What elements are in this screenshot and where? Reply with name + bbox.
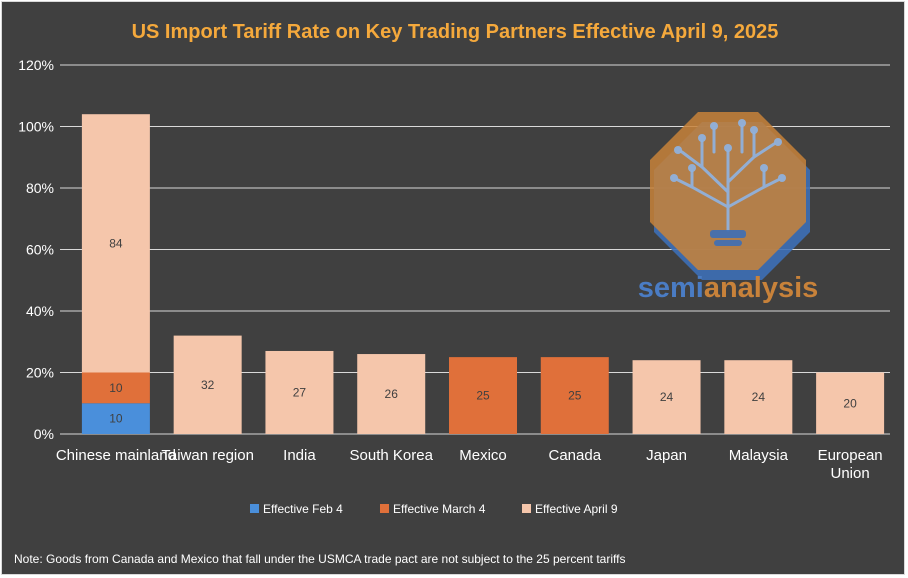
watermark-text-semi: semi — [638, 272, 704, 304]
y-axis-ticks: 0% 20% 40% 60% 80% 100% 120% — [18, 57, 54, 442]
x-tick-label: India — [283, 447, 316, 464]
y-tick-label: 40% — [26, 303, 54, 319]
bar-segment — [81, 403, 150, 434]
y-tick-label: 20% — [26, 365, 54, 381]
bar-segment — [81, 372, 150, 404]
bar-segment — [540, 357, 609, 434]
y-tick-label: 60% — [26, 242, 54, 258]
data-label: 10 — [109, 381, 123, 395]
legend: Effective Feb 4 Effective March 4 Effectiv… — [250, 502, 618, 516]
footnote: Note: Goods from Canada and Mexico that … — [14, 552, 625, 566]
data-label: 25 — [568, 389, 582, 403]
x-tick-label: Union — [831, 465, 870, 482]
x-tick-label: Japan — [646, 447, 687, 464]
circuit-tree-lightbulb-icon — [650, 112, 810, 280]
x-tick-label: Taiwan region — [161, 447, 254, 464]
bars — [81, 114, 885, 434]
x-tick-label: Canada — [549, 447, 602, 464]
y-tick-label: 80% — [26, 180, 54, 196]
data-label: 24 — [660, 390, 674, 404]
legend-swatch — [250, 504, 259, 513]
watermark-text: semianalysis — [638, 272, 819, 304]
data-label: 32 — [201, 378, 215, 392]
data-label: 84 — [109, 236, 123, 250]
legend-swatch — [522, 504, 531, 513]
x-tick-label: Malaysia — [729, 447, 789, 464]
bar-segment — [724, 360, 793, 434]
legend-item: Effective April 9 — [522, 502, 618, 516]
y-tick-label: 120% — [18, 57, 54, 73]
bar-segment — [265, 350, 334, 434]
bar-segment — [173, 335, 242, 434]
chart-title: US Import Tariff Rate on Key Trading Par… — [132, 21, 779, 43]
data-label: 10 — [109, 412, 123, 426]
bar-segment — [632, 360, 701, 434]
x-tick-label: European — [818, 447, 883, 464]
bar-segment — [81, 114, 150, 373]
watermark: semianalysis — [638, 112, 819, 304]
y-tick-label: 0% — [34, 426, 54, 442]
bar-segment — [449, 357, 517, 434]
legend-item: Effective March 4 — [380, 502, 486, 516]
bar-segment — [357, 354, 426, 434]
watermark-text-analysis: analysis — [704, 272, 818, 304]
data-label: 20 — [843, 396, 857, 410]
data-labels: 10 10 84 32 27 26 25 25 24 24 20 — [109, 236, 857, 425]
legend-label: Effective April 9 — [535, 502, 618, 516]
legend-swatch — [380, 504, 389, 513]
y-tick-label: 100% — [18, 119, 54, 135]
x-tick-label: South Korea — [350, 447, 434, 464]
data-label: 25 — [476, 389, 490, 403]
x-tick-label: Chinese mainland — [56, 447, 176, 464]
legend-label: Effective March 4 — [393, 502, 486, 516]
bar-segment — [816, 372, 885, 434]
legend-label: Effective Feb 4 — [263, 502, 343, 516]
data-label: 24 — [752, 390, 766, 404]
x-tick-label: Mexico — [459, 447, 507, 464]
data-label: 27 — [293, 385, 307, 399]
legend-item: Effective Feb 4 — [250, 502, 343, 516]
data-label: 26 — [385, 387, 399, 401]
